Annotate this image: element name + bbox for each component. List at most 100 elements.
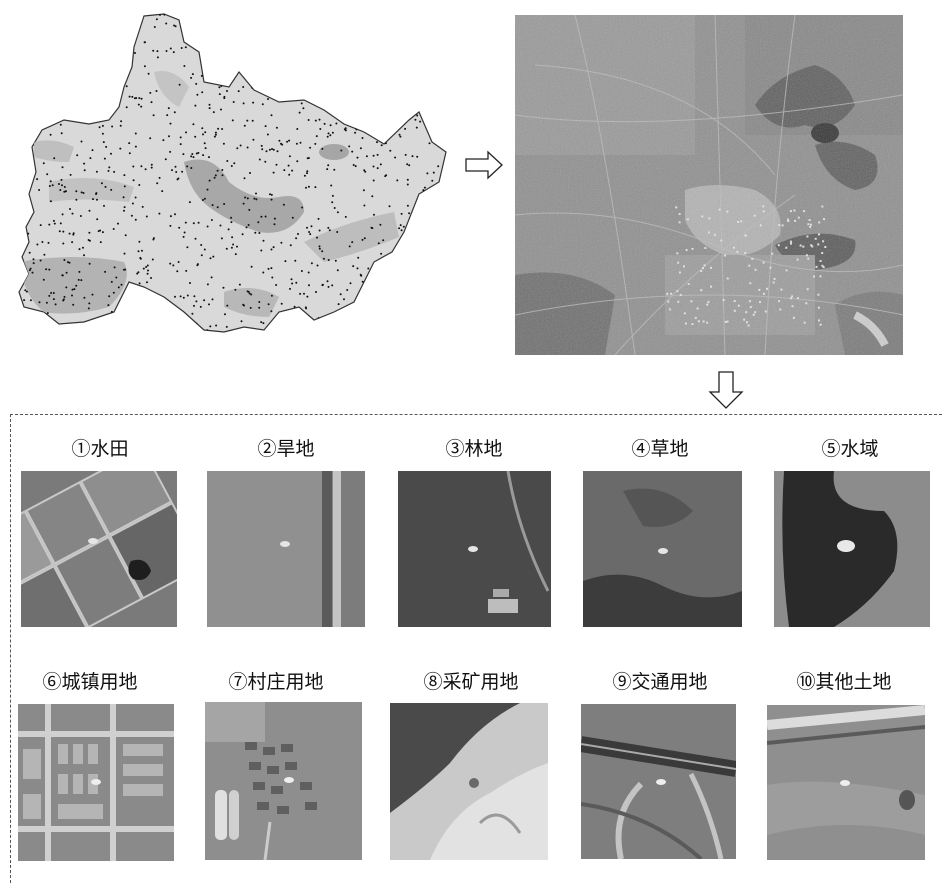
sample-point: [273, 19, 276, 22]
sample-point: [351, 241, 354, 244]
sample-point: [137, 103, 140, 106]
sample-point: [224, 53, 227, 56]
sample-point: [305, 93, 308, 96]
sample-point: [178, 321, 181, 323]
sample-point: [330, 55, 333, 58]
sample-point: [63, 186, 66, 188]
sample-point: [156, 333, 158, 335]
sample-point: [175, 314, 178, 316]
sample-point: [61, 22, 64, 25]
sample-point: [58, 230, 61, 233]
sample-point: [134, 132, 137, 135]
sample-point: [150, 163, 153, 166]
sample-point: [437, 165, 440, 168]
sample-point: [150, 277, 152, 279]
sample-point: [261, 81, 264, 84]
sample-point: [447, 279, 449, 281]
sample-point: [28, 251, 31, 254]
sample-point: [435, 247, 438, 250]
sample-point: [117, 38, 120, 41]
sample-point: [103, 157, 106, 160]
sample-point: [63, 295, 66, 298]
sample-point: [396, 179, 399, 182]
sample-point: [19, 222, 22, 225]
sample-point: [284, 260, 287, 263]
sample-point: [125, 85, 128, 88]
sample-point: [319, 128, 322, 130]
sample-point: [173, 24, 176, 27]
sample-point: [254, 19, 257, 22]
sample-point: [352, 265, 355, 268]
sample-point: [117, 286, 120, 289]
sample-point: [60, 132, 63, 135]
sample-point: [100, 182, 103, 185]
sample-point: [237, 90, 240, 93]
sample-point: [246, 119, 249, 122]
sample-point: [303, 174, 306, 177]
sample-point: [437, 260, 440, 263]
sample-point: [113, 266, 116, 269]
sample-point: [283, 16, 286, 19]
sample-point: [123, 174, 126, 177]
sample-point: [329, 89, 332, 92]
sample-point: [335, 43, 338, 46]
sample-point: [203, 248, 206, 251]
sample-point: [371, 227, 374, 230]
sample-point: [336, 17, 339, 20]
sample-point: [309, 146, 312, 149]
sample-point: [245, 14, 248, 15]
sample-point: [168, 336, 170, 338]
sample-point: [127, 41, 130, 43]
sample-point: [146, 272, 149, 275]
sample-point: [214, 133, 217, 136]
sample-point: [374, 327, 377, 330]
sample-point: [414, 118, 417, 121]
sample-point: [380, 252, 383, 255]
sample-point: [239, 144, 242, 147]
sample-point: [234, 253, 237, 256]
sample-point: [208, 340, 210, 342]
sample-point: [264, 125, 267, 128]
sample-point: [365, 297, 368, 300]
sample-point: [226, 90, 228, 92]
sample-point: [19, 116, 21, 119]
sample-point: [328, 24, 331, 27]
class-label-6: ⑥城镇用地: [42, 671, 138, 693]
sample-point: [115, 75, 118, 78]
sample-point: [381, 85, 384, 88]
sample-point: [91, 149, 94, 152]
sample-point: [373, 298, 376, 301]
sample-point: [444, 41, 446, 44]
sample-point: [288, 14, 290, 15]
sample-point: [88, 231, 91, 234]
sample-point: [399, 255, 402, 258]
sample-point: [252, 101, 255, 104]
sample-point: [373, 27, 376, 30]
class-label-9: ⑨交通用地: [612, 671, 708, 693]
sample-point: [19, 69, 22, 71]
sample-point: [93, 61, 96, 63]
sample-point: [165, 50, 168, 52]
sample-point: [71, 241, 74, 244]
sample-point: [65, 61, 68, 64]
sample-point: [265, 150, 268, 153]
sample-point: [80, 191, 83, 194]
sample-point: [90, 69, 93, 72]
sample-point: [140, 97, 143, 100]
sample-point: [426, 172, 429, 175]
sample-point: [425, 251, 428, 254]
sample-point: [119, 124, 122, 127]
sample-point: [152, 238, 155, 241]
sample-point: [36, 178, 39, 181]
sample-point: [308, 231, 311, 233]
sample-point: [298, 111, 301, 114]
sample-point: [369, 117, 372, 120]
sample-point: [442, 119, 445, 122]
sample-point: [45, 268, 48, 271]
sample-point: [174, 25, 177, 28]
sample-point: [262, 77, 265, 80]
sample-point: [126, 51, 129, 54]
sample-point: [208, 107, 211, 110]
sample-point: [138, 97, 141, 100]
sample-point: [276, 150, 279, 153]
